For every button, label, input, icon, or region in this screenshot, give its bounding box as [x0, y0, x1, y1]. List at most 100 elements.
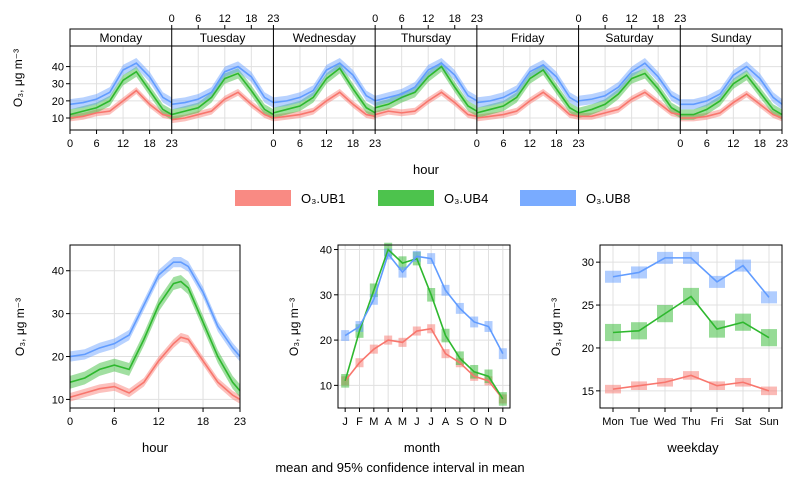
hour-y-axis-label: O₃, μg m⁻³ [13, 298, 27, 356]
hour-x-tick-label: 6 [111, 416, 117, 428]
week-x-tick-label: 0 [67, 138, 73, 150]
hour-series-lines [69, 261, 241, 401]
week-line-ub8 [273, 62, 376, 104]
month-y-tick-label: 30 [320, 290, 332, 302]
hour-line-ub8 [69, 261, 241, 358]
weekday-x-tick-label: Wed [654, 416, 676, 428]
weekday-y-tick-label: 15 [582, 386, 594, 398]
legend-label-ub1: O₃.UB1 [301, 191, 345, 206]
week-x-tick-label: 12 [219, 13, 231, 25]
week-x-tick-label: 6 [195, 13, 201, 25]
hour-band-ub4 [70, 275, 240, 398]
week-strip-label: Sunday [711, 31, 752, 45]
week-line-ub4 [374, 65, 478, 112]
week-x-tick-label: 18 [449, 13, 461, 25]
week-line-ub1 [273, 91, 376, 119]
month-y-tick-label: 20 [320, 335, 332, 347]
week-x-tick-label: 23 [166, 138, 178, 150]
week-line-ub4 [476, 68, 579, 114]
weekday-y-tick-label: 30 [582, 257, 594, 269]
month-x-tick-label: S [456, 416, 463, 428]
week-strip-label: Friday [511, 31, 544, 45]
hour-frame [69, 244, 241, 409]
hour-x-tick-label: 12 [153, 416, 165, 428]
week-line-ub4 [578, 72, 681, 114]
hour-gridlines [69, 245, 241, 408]
week-x-tick-label: 6 [297, 138, 303, 150]
month-panel-border [337, 244, 511, 409]
week-line-ub8 [171, 65, 274, 106]
week-line-ub8 [578, 62, 681, 102]
hour-panel: 10 20 30 40 0 6 12 18 23 O₃, μg m⁻³ hour [13, 244, 246, 455]
hour-y-tick-label: 20 [52, 352, 64, 364]
month-x-tick-label: M [398, 416, 407, 428]
week-x-tick-label: 0 [169, 13, 175, 25]
month-x-tick-label: D [499, 416, 507, 428]
weekday-series-lines [612, 257, 770, 392]
weekday-y-axis-label: O₃, μg m⁻³ [549, 298, 563, 356]
month-x-tick-label: J [428, 416, 434, 428]
weekday-line-ub1 [612, 374, 770, 392]
week-x-tick-label: 23 [674, 13, 686, 25]
week-line-ub1 [578, 91, 681, 118]
hour-confidence-bands [70, 257, 240, 404]
weekday-ci-box-ub8 [605, 270, 621, 283]
weekday-ci-box-ub4 [605, 323, 621, 342]
weekday-x-tick-label: Thu [682, 416, 701, 428]
weekday-x-tick-label: Fri [711, 416, 724, 428]
month-x-tick-label: F [356, 416, 363, 428]
hour-line-ub4 [69, 280, 241, 392]
week-line-ub8 [374, 62, 478, 102]
week-x-tick-label: 23 [267, 13, 279, 25]
month-x-tick-label: A [442, 416, 450, 428]
legend-swatch-ub8 [520, 190, 576, 206]
week-band-ub1 [273, 88, 376, 122]
week-line-ub4 [171, 72, 274, 116]
week-line-ub8 [69, 62, 173, 106]
hour-y-tick-label: 10 [52, 394, 64, 406]
week-line-ub1 [374, 91, 478, 118]
month-x-tick-label: A [384, 416, 392, 428]
week-x-tick-label: 18 [143, 138, 155, 150]
hour-y-tick-label: 40 [52, 266, 64, 278]
week-band-ub4 [476, 64, 579, 118]
week-strip-label: Monday [100, 31, 143, 45]
month-x-tick-label: N [485, 416, 493, 428]
month-ci-box-ub8 [498, 348, 507, 360]
week-hour-panel: Monday Tuesday Wednesday Thursday Friday Satu… [11, 13, 788, 177]
week-ticks: 10 20 30 40 0 6 12 18 23 0 6 12 18 23 0 6 12 18 23 0 6 12 18 23… [52, 13, 788, 150]
week-x-tick-label: 0 [677, 138, 683, 150]
week-x-tick-label: 12 [727, 138, 739, 150]
week-band-ub8 [476, 59, 579, 108]
hour-x-tick-label: 18 [197, 416, 209, 428]
month-line-ub8 [344, 252, 504, 355]
week-x-tick-label: 0 [474, 138, 480, 150]
week-x-tick-label: 12 [626, 13, 638, 25]
week-strip-label: Thursday [401, 31, 451, 45]
week-day-strips: Monday Tuesday Wednesday Thursday Friday Satu… [100, 31, 752, 45]
week-x-tick-label: 6 [602, 13, 608, 25]
weekday-x-tick-label: Sun [759, 416, 779, 428]
week-y-tick-label: 10 [52, 113, 64, 125]
week-band-ub1 [680, 90, 782, 122]
month-gridlines [338, 245, 510, 408]
week-x-tick-label: 23 [572, 138, 584, 150]
week-y-tick-label: 40 [52, 62, 64, 74]
hour-ticks: 10 20 30 40 0 6 12 18 23 [52, 266, 246, 428]
week-band-ub4 [375, 61, 477, 117]
week-band-ub8 [578, 58, 681, 106]
month-frame [337, 244, 511, 409]
weekday-panel: 15 20 25 30 Mon Tue Wed Thu Fri Sat Sun O₃, μg m⁻³… [549, 244, 783, 455]
week-strip-label: Wednesday [293, 31, 356, 45]
week-x-tick-label: 0 [270, 138, 276, 150]
week-series-lines [69, 62, 783, 121]
weekday-ci-box-ub1 [605, 384, 621, 394]
week-line-ub4 [69, 70, 173, 116]
weekday-gridlines [600, 245, 782, 408]
week-x-tick-label: 23 [369, 138, 381, 150]
weekday-ci-box-ub8 [761, 291, 777, 304]
legend-swatch-ub4 [378, 190, 434, 206]
